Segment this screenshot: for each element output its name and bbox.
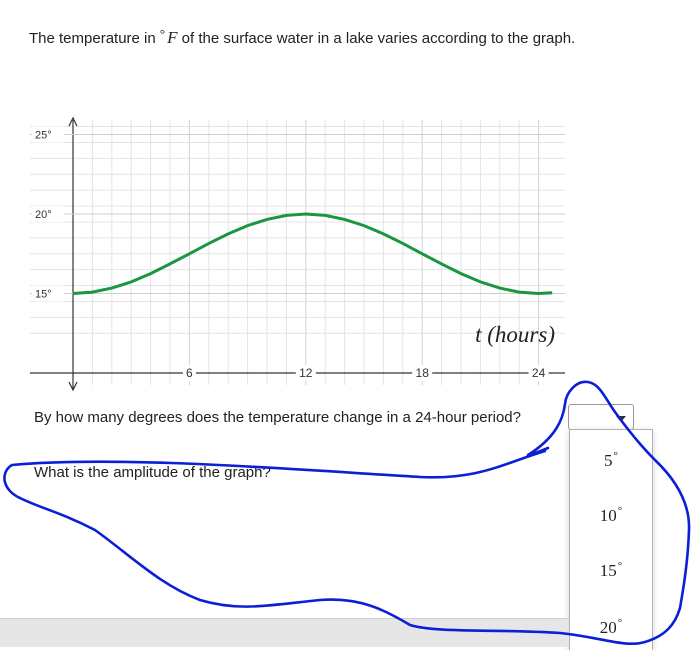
problem-statement: The temperature in ° F of the surface wat… — [29, 26, 575, 48]
footer-bar — [0, 618, 569, 647]
temperature-curve — [72, 212, 553, 296]
x-tick-label-3: 24 — [532, 366, 546, 380]
y-tick-label-0: 15° — [35, 289, 52, 301]
degree-sign: ° — [159, 26, 166, 41]
temperature-chart: 15° 20° 25° 6 12 18 24 t (hours) — [30, 116, 565, 392]
x-tick-label-0: 6 — [186, 366, 193, 380]
x-tick-label-bg-3 — [528, 365, 549, 381]
y-tick-label-bg-2 — [32, 126, 64, 143]
y-tick-label-2: 25° — [35, 130, 52, 142]
dropdown-option-20[interactable]: 20° — [570, 617, 652, 638]
option-value: 5 — [604, 451, 613, 470]
option-value: 20 — [599, 618, 617, 637]
option-value: 15 — [599, 561, 617, 580]
x-tick-label-2: 18 — [416, 366, 430, 380]
dropdown-option-15[interactable]: 15° — [570, 560, 652, 581]
scribble-tick — [526, 446, 550, 458]
answer-dropdown[interactable] — [568, 404, 634, 430]
option-unit: ° — [613, 450, 618, 462]
dropdown-option-5[interactable]: 5° — [570, 450, 652, 471]
option-value: 10 — [599, 506, 617, 525]
chart-grid — [30, 120, 565, 385]
x-tick-label-bg-0 — [182, 365, 196, 381]
fahrenheit-variable: F — [167, 28, 178, 47]
y-tick-label-1: 20° — [35, 209, 52, 221]
y-axis-arrow-up — [68, 116, 78, 127]
x-tick-label-1: 12 — [299, 366, 313, 380]
dropdown-menu: 5° 10° 15° 20° — [569, 429, 653, 650]
option-unit: ° — [617, 560, 623, 572]
dropdown-option-10[interactable]: 10° — [570, 505, 652, 526]
chevron-down-icon[interactable] — [616, 416, 626, 422]
intro-text-before: The temperature in — [29, 30, 160, 47]
x-tick-label-bg-1 — [295, 365, 316, 381]
question-amplitude: What is the amplitude of the graph? — [34, 464, 271, 481]
option-unit: ° — [617, 617, 623, 629]
x-axis-label: t (hours) — [475, 322, 555, 347]
y-tick-label-bg-0 — [32, 285, 64, 302]
question-temperature-change: By how many degrees does the temperature… — [34, 409, 521, 426]
intro-text-after: of the surface water in a lake varies ac… — [177, 30, 576, 47]
x-tick-label-bg-2 — [412, 365, 433, 381]
option-unit: ° — [617, 505, 623, 517]
y-tick-label-bg-1 — [32, 206, 64, 222]
